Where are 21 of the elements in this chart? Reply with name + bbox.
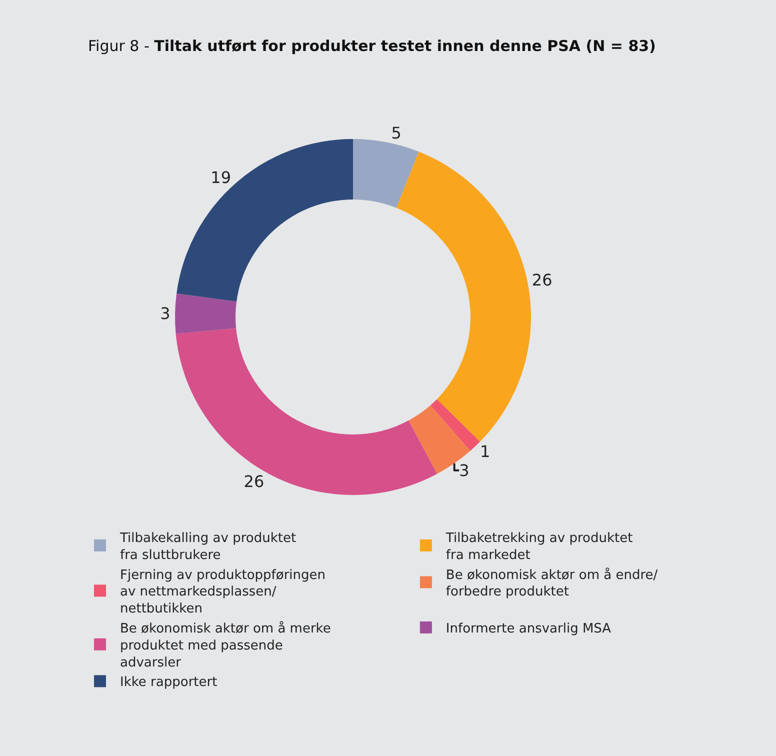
legend-label: Be økonomisk aktør om å endre/ forbedre produktet	[446, 566, 658, 600]
data-label: 19	[210, 168, 231, 188]
legend-label: Tilbaketrekking av produktet fra markedet	[444, 531, 633, 563]
legend-label: Fjerning av produktoppføringen av nettmarkedsplassen/ nettbutikken	[120, 568, 326, 617]
data-label: 3	[459, 460, 470, 480]
donut-slice	[175, 293, 237, 334]
donut-slice	[430, 399, 480, 451]
donut-slice	[176, 328, 438, 495]
data-label: 26	[244, 472, 264, 491]
legend-label: Ikke rapportert	[120, 675, 218, 690]
donut-slice	[176, 139, 353, 302]
data-label: 5	[391, 124, 402, 143]
donut-slice	[353, 139, 419, 208]
data-label: 3	[160, 304, 170, 324]
donut-slice	[396, 152, 531, 442]
legend-label: Tilbakekalling av produktet fra sluttbrukere	[119, 531, 296, 563]
legend-label: Informerte ansvarlig MSA	[446, 622, 612, 637]
data-label: 26	[532, 270, 552, 290]
data-label: 1	[480, 442, 490, 461]
chart-title: Figur 8 - Tiltak utført for produkter testet innen denne PSA (N = 83)	[88, 37, 656, 55]
legend-label: Be økonomisk aktør om å merke produktet med passende advarsler	[120, 620, 331, 670]
